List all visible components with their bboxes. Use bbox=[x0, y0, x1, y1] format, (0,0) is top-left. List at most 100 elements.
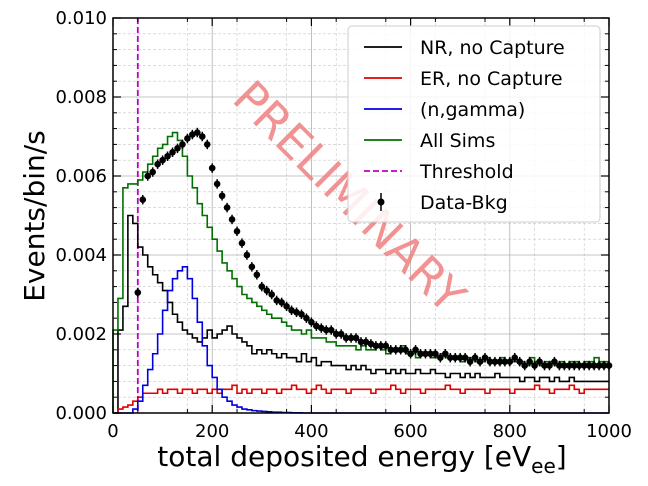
tick-labels: 0 200 400 600 800 1000 0.000 0.002 0.004 0.006 0.0… bbox=[55, 8, 631, 442]
data-point bbox=[203, 141, 211, 148]
data-points-layer bbox=[134, 127, 613, 371]
data-point bbox=[451, 354, 459, 362]
data-point bbox=[476, 358, 484, 365]
data-point bbox=[213, 180, 221, 188]
data-point bbox=[397, 346, 404, 354]
data-point bbox=[318, 324, 325, 332]
y-tick-label: 0.002 bbox=[55, 324, 107, 345]
data-point bbox=[362, 338, 370, 346]
data-point bbox=[377, 342, 385, 350]
y-tick-label: 0.008 bbox=[55, 87, 107, 108]
data-point bbox=[139, 196, 147, 203]
data-point bbox=[342, 334, 350, 342]
data-point bbox=[189, 131, 196, 138]
x-tick-label: 200 bbox=[195, 421, 229, 442]
data-point bbox=[258, 283, 266, 290]
data-point bbox=[570, 362, 578, 369]
data-point bbox=[595, 362, 603, 369]
data-point bbox=[169, 149, 176, 156]
data-point bbox=[407, 350, 414, 358]
data-point bbox=[481, 354, 489, 362]
data-point bbox=[496, 358, 504, 365]
data-point bbox=[486, 358, 494, 365]
data-point bbox=[437, 354, 444, 362]
x-axis-label: total deposited energy [eVee] bbox=[157, 440, 566, 478]
plot-frame bbox=[112, 17, 610, 414]
data-point bbox=[506, 358, 514, 365]
legend-items: NR, no Capture ER, no Capture (n,gamma) All… bbox=[364, 37, 565, 214]
data-point bbox=[253, 271, 261, 279]
data-point bbox=[392, 346, 400, 354]
series-nr-no-capture-line bbox=[113, 214, 609, 414]
data-point bbox=[268, 291, 276, 298]
x-tick-label: 0 bbox=[107, 421, 118, 442]
data-point bbox=[367, 340, 375, 348]
data-point bbox=[427, 350, 434, 358]
data-point bbox=[471, 354, 479, 362]
data-point bbox=[248, 263, 256, 271]
data-point bbox=[313, 322, 320, 330]
data-point bbox=[164, 152, 171, 160]
legend-threshold-label: Threshold bbox=[419, 161, 514, 183]
data-point bbox=[233, 228, 241, 235]
data-point bbox=[228, 216, 236, 223]
data-point bbox=[526, 358, 533, 365]
legend-nr-no-capture-label: NR, no Capture bbox=[420, 37, 565, 59]
data-point bbox=[337, 330, 345, 338]
legend-all-sims-label: All Sims bbox=[420, 130, 495, 152]
data-point bbox=[149, 168, 156, 176]
data-point bbox=[184, 135, 191, 142]
data-point bbox=[521, 362, 528, 369]
data-point bbox=[263, 287, 271, 294]
data-point bbox=[575, 362, 583, 369]
x-tick-label: 400 bbox=[294, 421, 328, 442]
data-point bbox=[347, 334, 355, 342]
data-point bbox=[194, 129, 201, 136]
legend--n-gamma--label: (n,gamma) bbox=[420, 99, 525, 121]
data-point bbox=[327, 326, 335, 334]
legend-box bbox=[347, 25, 601, 223]
legend: NR, no Capture ER, no Capture (n,gamma) All… bbox=[347, 25, 601, 223]
data-point bbox=[198, 133, 206, 140]
data-point bbox=[372, 342, 380, 350]
series-er-no-capture-line bbox=[113, 384, 609, 414]
data-point bbox=[531, 362, 538, 369]
data-point bbox=[580, 362, 588, 369]
data-point bbox=[566, 362, 573, 369]
y-tick-label: 0.004 bbox=[55, 245, 107, 266]
data-point bbox=[422, 350, 429, 358]
data-point bbox=[332, 330, 340, 338]
data-point bbox=[308, 318, 315, 326]
data-point bbox=[243, 251, 251, 259]
legend-data-bkg-label: Data-Bkg bbox=[420, 192, 508, 214]
data-point bbox=[417, 350, 424, 358]
data-point bbox=[278, 299, 285, 306]
data-point bbox=[551, 358, 558, 365]
data-point bbox=[442, 350, 449, 358]
data-point bbox=[491, 358, 499, 365]
y-tick-label: 0.000 bbox=[55, 403, 107, 424]
data-point bbox=[461, 354, 469, 362]
data-point bbox=[501, 358, 509, 365]
data-point bbox=[511, 354, 519, 362]
data-point bbox=[154, 160, 161, 168]
x-tick-label: 800 bbox=[493, 421, 527, 442]
data-point bbox=[382, 342, 390, 350]
data-point bbox=[174, 145, 181, 152]
legend-data-bkg-swatch bbox=[377, 198, 385, 206]
data-point bbox=[238, 239, 246, 247]
data-point bbox=[561, 362, 568, 369]
x-axis-label-subscript: ee bbox=[531, 454, 556, 478]
data-point bbox=[412, 346, 419, 354]
data-point bbox=[456, 354, 464, 362]
data-point bbox=[223, 204, 231, 211]
axes-frame bbox=[112, 17, 610, 414]
data-point bbox=[432, 350, 439, 358]
data-point bbox=[273, 297, 280, 304]
x-tick-label: 600 bbox=[393, 421, 427, 442]
data-point bbox=[357, 338, 365, 346]
x-tick-label: 1000 bbox=[586, 421, 632, 442]
y-tick-label: 0.010 bbox=[55, 8, 107, 29]
data-point bbox=[134, 289, 142, 296]
